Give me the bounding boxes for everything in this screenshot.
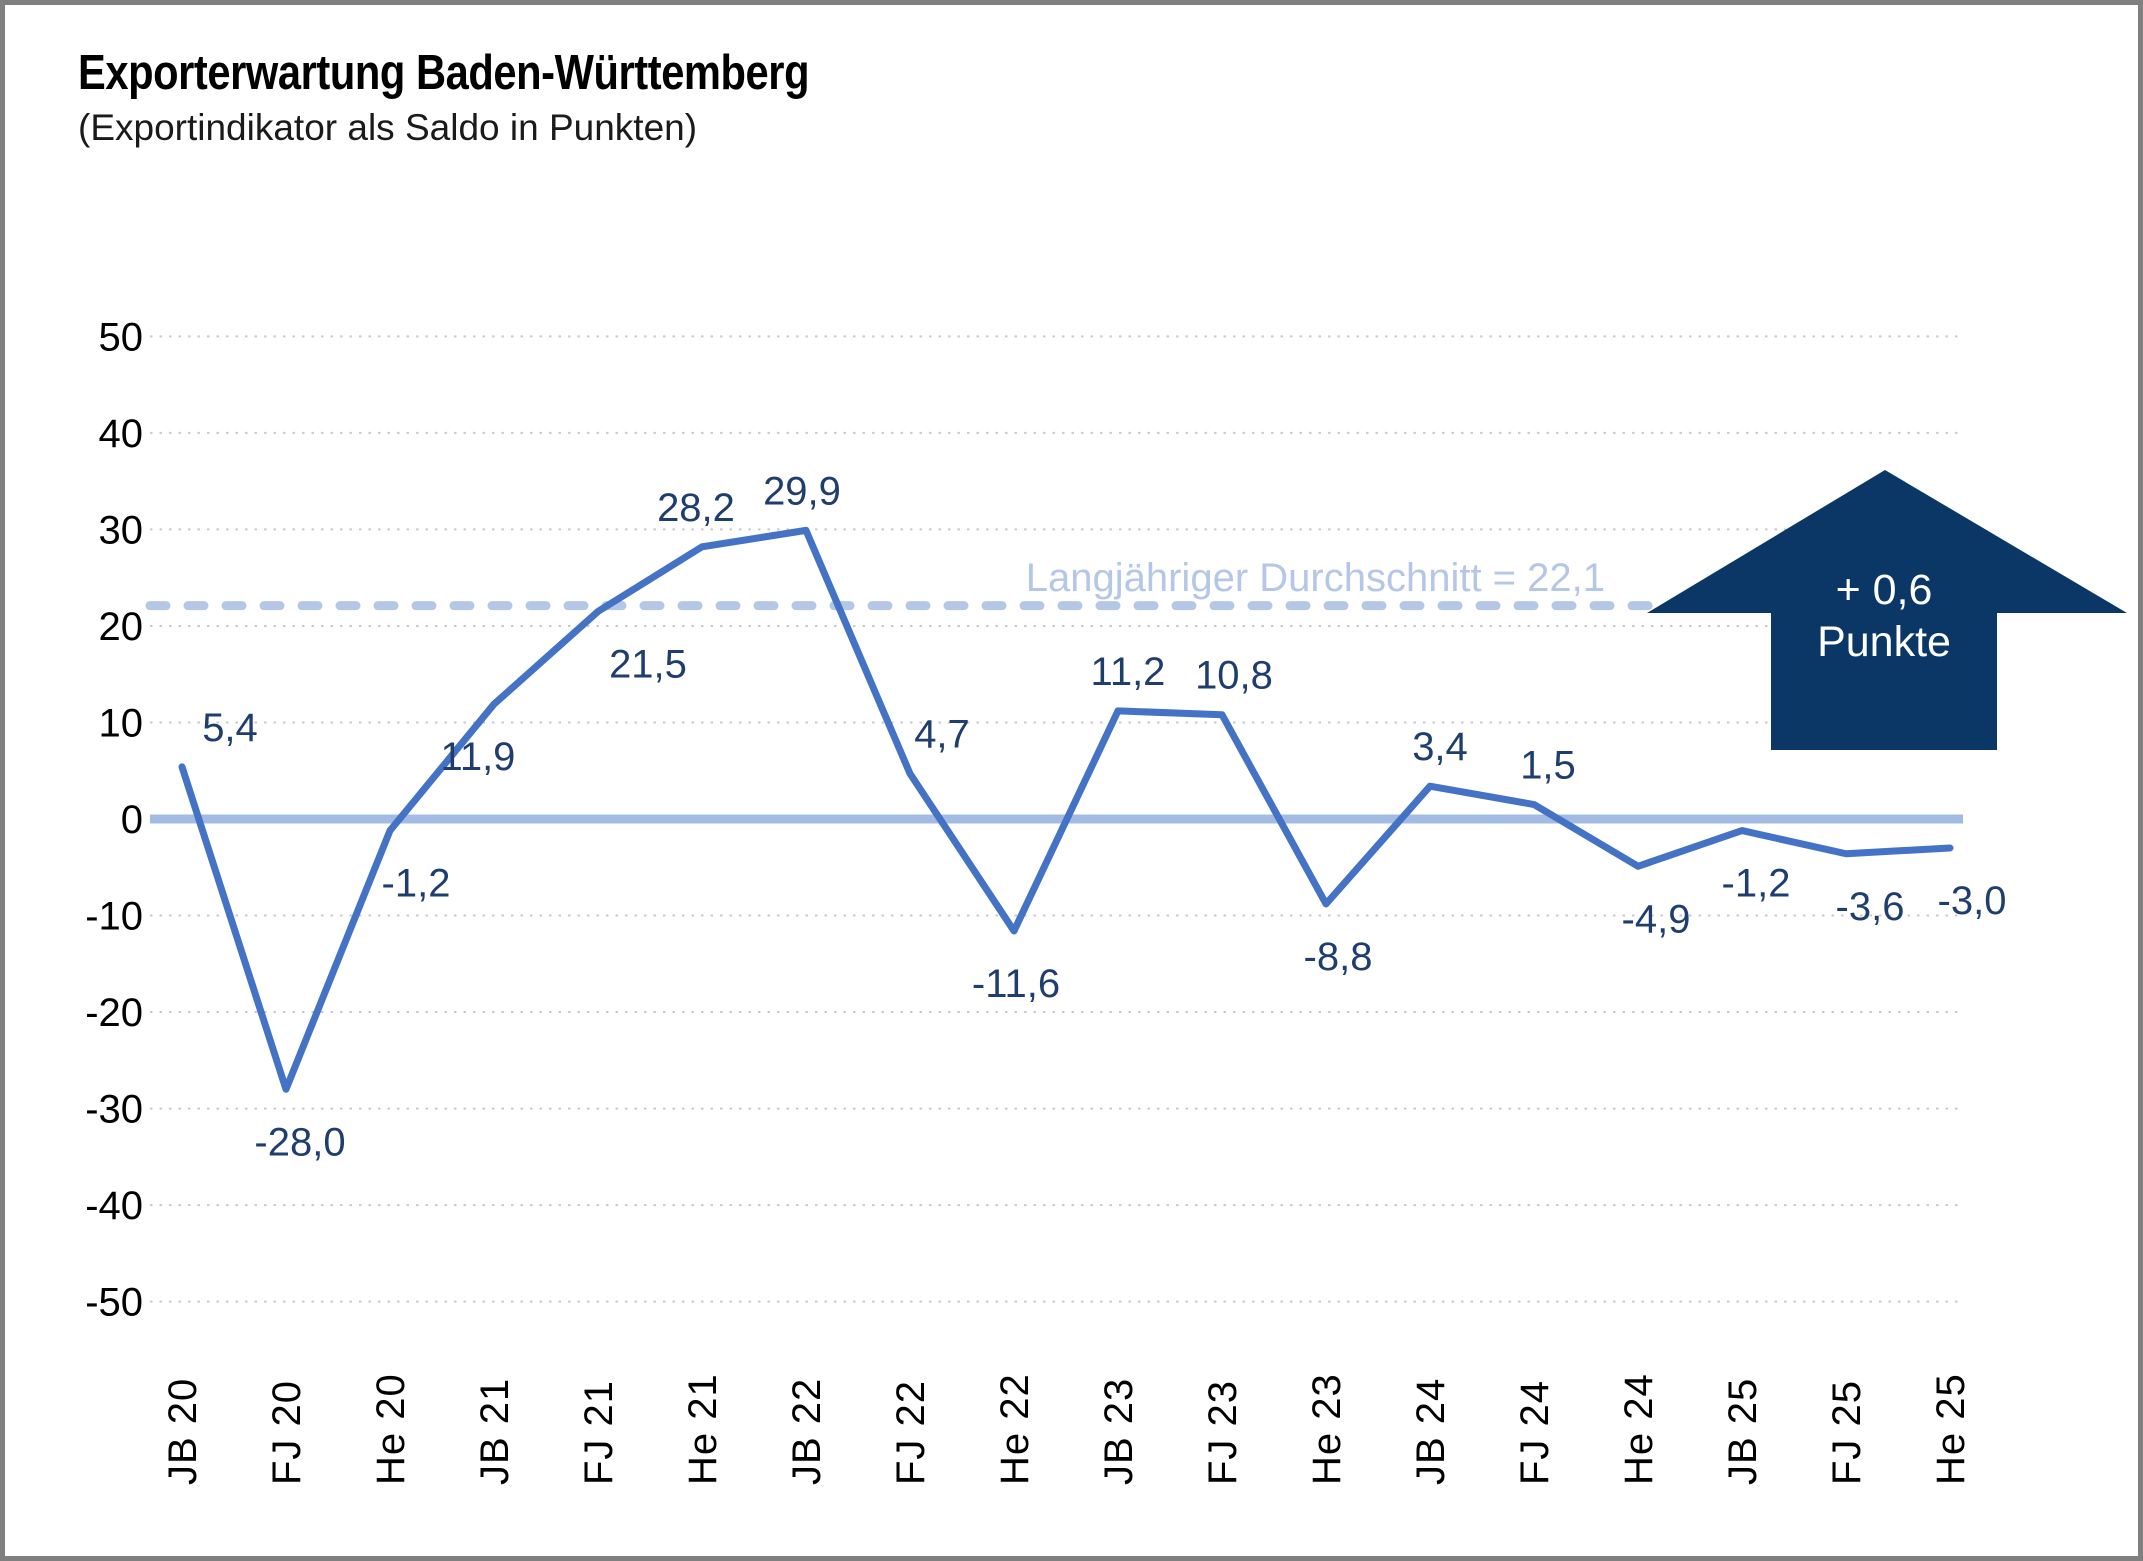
arrow-value-text: + 0,6 xyxy=(1836,566,1933,614)
average-line-label: Langjähriger Durchschnitt = 22,1 xyxy=(1026,556,1605,600)
export-expectation-line-chart: 50 40 30 20 10 0 -10 -20 -30 -40 -50 JB 20 FJ 20 He 2… xyxy=(85,315,2127,1485)
data-point-label: 21,5 xyxy=(609,642,687,686)
data-point-label: 11,9 xyxy=(441,735,516,779)
export-indicator-line xyxy=(178,526,1954,1093)
x-tick-label: He 22 xyxy=(993,1373,1037,1485)
data-point-label: -1,2 xyxy=(1722,862,1791,906)
data-point-label: -11,6 xyxy=(972,962,1060,1006)
x-tick-label: JB 21 xyxy=(473,1378,517,1485)
data-point-label: -3,6 xyxy=(1836,885,1905,929)
data-point-label: 11,2 xyxy=(1091,650,1166,694)
y-tick-label: -50 xyxy=(85,1281,143,1325)
page-title: Exporterwartung Baden-Württemberg xyxy=(78,46,810,100)
series-layer xyxy=(145,526,1963,1093)
x-tick-label: He 21 xyxy=(681,1373,725,1485)
x-tick-label: JB 24 xyxy=(1409,1378,1453,1485)
data-point-label: 29,9 xyxy=(763,469,841,513)
y-tick-label: 20 xyxy=(99,605,144,649)
y-tick-label: 50 xyxy=(99,315,144,359)
page-subtitle: (Exportindikator als Saldo in Punkten) xyxy=(78,107,698,148)
x-tick-label: He 25 xyxy=(1929,1373,1973,1485)
y-tick-label: -40 xyxy=(85,1184,143,1228)
axis-labels-layer: 50 40 30 20 10 0 -10 -20 -30 -40 -50 JB 20 FJ 20 He 2… xyxy=(85,315,1973,1485)
data-point-label: 1,5 xyxy=(1520,744,1576,788)
data-point-label: -3,0 xyxy=(1938,879,2007,923)
x-tick-label: He 24 xyxy=(1617,1373,1661,1485)
y-tick-label: -30 xyxy=(85,1088,143,1132)
arrow-unit-text: Punkte xyxy=(1817,618,1951,666)
data-point-label: -4,9 xyxy=(1622,897,1691,941)
x-tick-label: JB 23 xyxy=(1097,1378,1141,1485)
x-tick-label: He 20 xyxy=(369,1373,413,1485)
x-tick-label: FJ 22 xyxy=(889,1380,933,1485)
x-tick-label: FJ 25 xyxy=(1825,1380,1869,1485)
point-labels-layer: 5,4 -28,0 -1,2 11,9 21,5 28,2 29,9 4,7 -11,6 11,2… xyxy=(202,469,2006,1164)
x-tick-label: FJ 20 xyxy=(265,1380,309,1485)
x-tick-label: FJ 23 xyxy=(1201,1380,1245,1485)
y-tick-label: 10 xyxy=(99,701,144,745)
data-point-label: -1,2 xyxy=(382,862,451,906)
data-point-label: 10,8 xyxy=(1195,654,1273,698)
y-tick-label: 30 xyxy=(99,508,144,552)
x-tick-label: JB 20 xyxy=(161,1378,205,1485)
data-point-label: -28,0 xyxy=(254,1120,345,1164)
x-tick-label: FJ 21 xyxy=(577,1380,621,1485)
data-point-label: -8,8 xyxy=(1304,935,1373,979)
y-tick-label: -20 xyxy=(85,991,143,1035)
x-tick-label: FJ 24 xyxy=(1513,1380,1557,1485)
increase-arrow-badge: + 0,6 Punkte xyxy=(1647,470,2127,750)
up-arrow-icon xyxy=(1647,470,2127,750)
x-tick-label: He 23 xyxy=(1305,1373,1349,1485)
x-tick-label: JB 22 xyxy=(785,1378,829,1485)
data-point-label: 5,4 xyxy=(202,706,258,750)
x-tick-label: JB 25 xyxy=(1721,1378,1765,1485)
data-point-label: 3,4 xyxy=(1412,725,1468,769)
y-tick-label: -10 xyxy=(85,895,143,939)
y-tick-label: 40 xyxy=(99,412,144,456)
y-tick-label: 0 xyxy=(121,798,143,842)
data-point-label: 28,2 xyxy=(657,486,735,530)
data-point-label: 4,7 xyxy=(914,713,970,757)
